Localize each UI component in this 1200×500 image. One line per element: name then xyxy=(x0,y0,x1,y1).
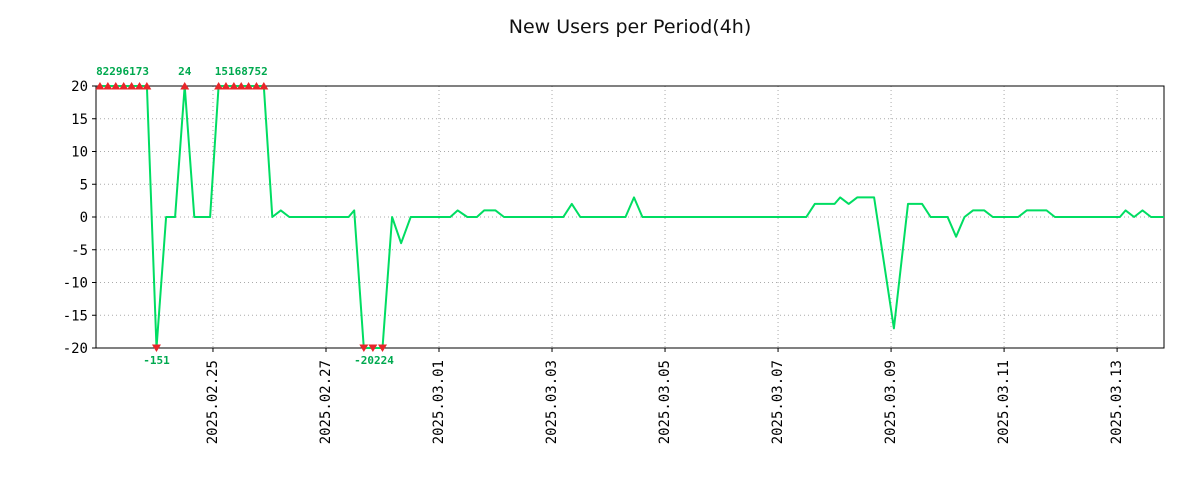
clip-marker-up xyxy=(103,82,113,90)
y-tick-label: 0 xyxy=(80,210,88,226)
clip-marker-up xyxy=(244,82,254,90)
clip-marker-up xyxy=(180,82,190,90)
clipped-value-label: 15168752 xyxy=(215,65,268,78)
x-tick-label: 2025.02.27 xyxy=(318,360,334,444)
clip-marker-up xyxy=(251,82,261,90)
x-tick-label: 2025.03.07 xyxy=(770,360,786,444)
clip-marker-up xyxy=(119,82,129,90)
clip-marker-up xyxy=(135,82,145,90)
clip-marker-up xyxy=(214,82,224,90)
x-tick-label: 2025.03.01 xyxy=(431,360,447,444)
y-tick-label: 15 xyxy=(71,112,88,128)
series-line xyxy=(100,85,1164,349)
y-tick-label: 20 xyxy=(71,79,88,95)
x-tick-label: 2025.03.05 xyxy=(657,360,673,444)
clip-marker-up xyxy=(142,82,152,90)
x-tick-label: 2025.03.09 xyxy=(883,360,899,444)
clip-marker-down xyxy=(377,344,387,352)
y-tick-label: -20 xyxy=(63,341,88,357)
clip-marker-up xyxy=(95,82,105,90)
clip-marker-up xyxy=(236,82,246,90)
chart-title: New Users per Period(4h) xyxy=(508,16,752,38)
clip-marker-down xyxy=(368,344,378,352)
clipped-value-label: 24 xyxy=(178,65,192,78)
clip-marker-down xyxy=(359,344,369,352)
x-tick-label: 2025.02.25 xyxy=(205,360,221,444)
clip-marker-up xyxy=(259,82,269,90)
clip-marker-up xyxy=(229,82,239,90)
y-tick-label: 10 xyxy=(71,145,88,161)
clip-marker-up xyxy=(111,82,121,90)
x-tick-label: 2025.03.03 xyxy=(544,360,560,444)
y-tick-label: -15 xyxy=(63,308,88,324)
clip-marker-down xyxy=(151,344,161,352)
y-tick-label: -10 xyxy=(63,276,88,292)
y-tick-label: 5 xyxy=(80,177,88,193)
clipped-value-label: 82296173 xyxy=(96,65,149,78)
clipped-value-label: -151 xyxy=(143,354,170,367)
y-tick-label: -5 xyxy=(71,243,88,259)
clip-marker-up xyxy=(127,82,137,90)
clip-marker-up xyxy=(221,82,231,90)
x-tick-label: 2025.03.11 xyxy=(996,360,1012,444)
clipped-value-label: -20224 xyxy=(354,354,394,367)
x-tick-label: 2025.03.13 xyxy=(1109,360,1125,444)
